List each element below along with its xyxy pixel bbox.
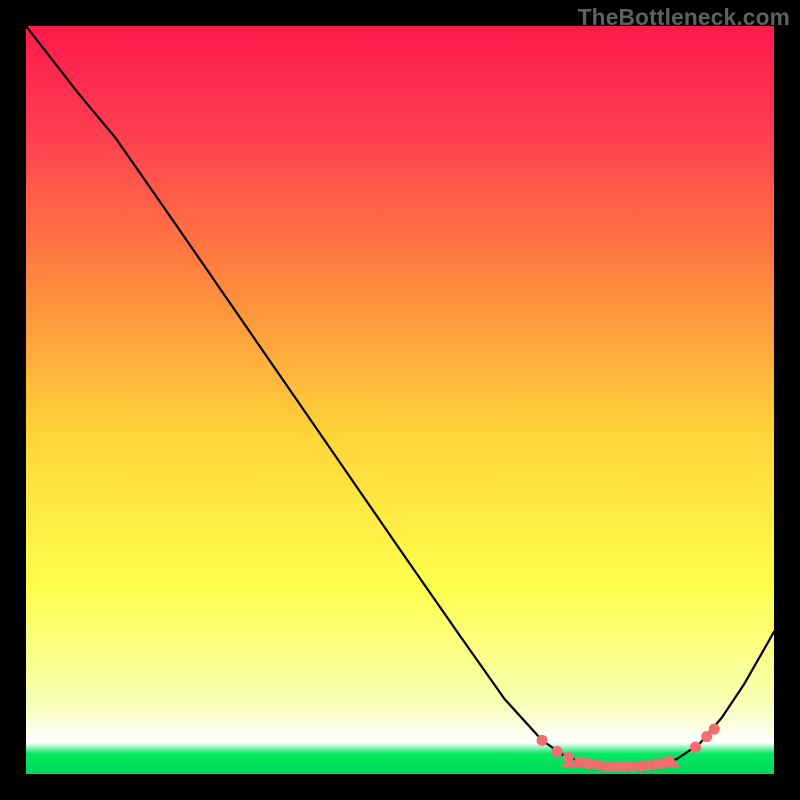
watermark-text: TheBottleneck.com [578,4,790,31]
curve-marker [552,746,563,757]
curve-marker [709,724,720,735]
gradient-background [26,26,774,774]
curve-marker [701,731,712,742]
curve-marker [537,735,548,746]
curve-markers [537,724,720,772]
bottleneck-curve [26,26,774,767]
curve-marker [628,761,639,772]
curve-marker [583,758,594,769]
curve-marker [610,761,621,772]
curve-marker [637,760,648,771]
curve-marker [655,758,666,769]
plot-area [26,26,774,774]
curve-marker [690,742,701,753]
curve-marker [601,761,612,772]
chart-container: TheBottleneck.com [0,0,800,800]
curve-marker [563,752,574,763]
curve-marker [574,757,585,768]
curve-marker [592,760,603,771]
curve-marker [619,761,630,772]
curve-marker [646,760,657,771]
curve-marker [664,756,675,767]
plot-svg [26,26,774,774]
